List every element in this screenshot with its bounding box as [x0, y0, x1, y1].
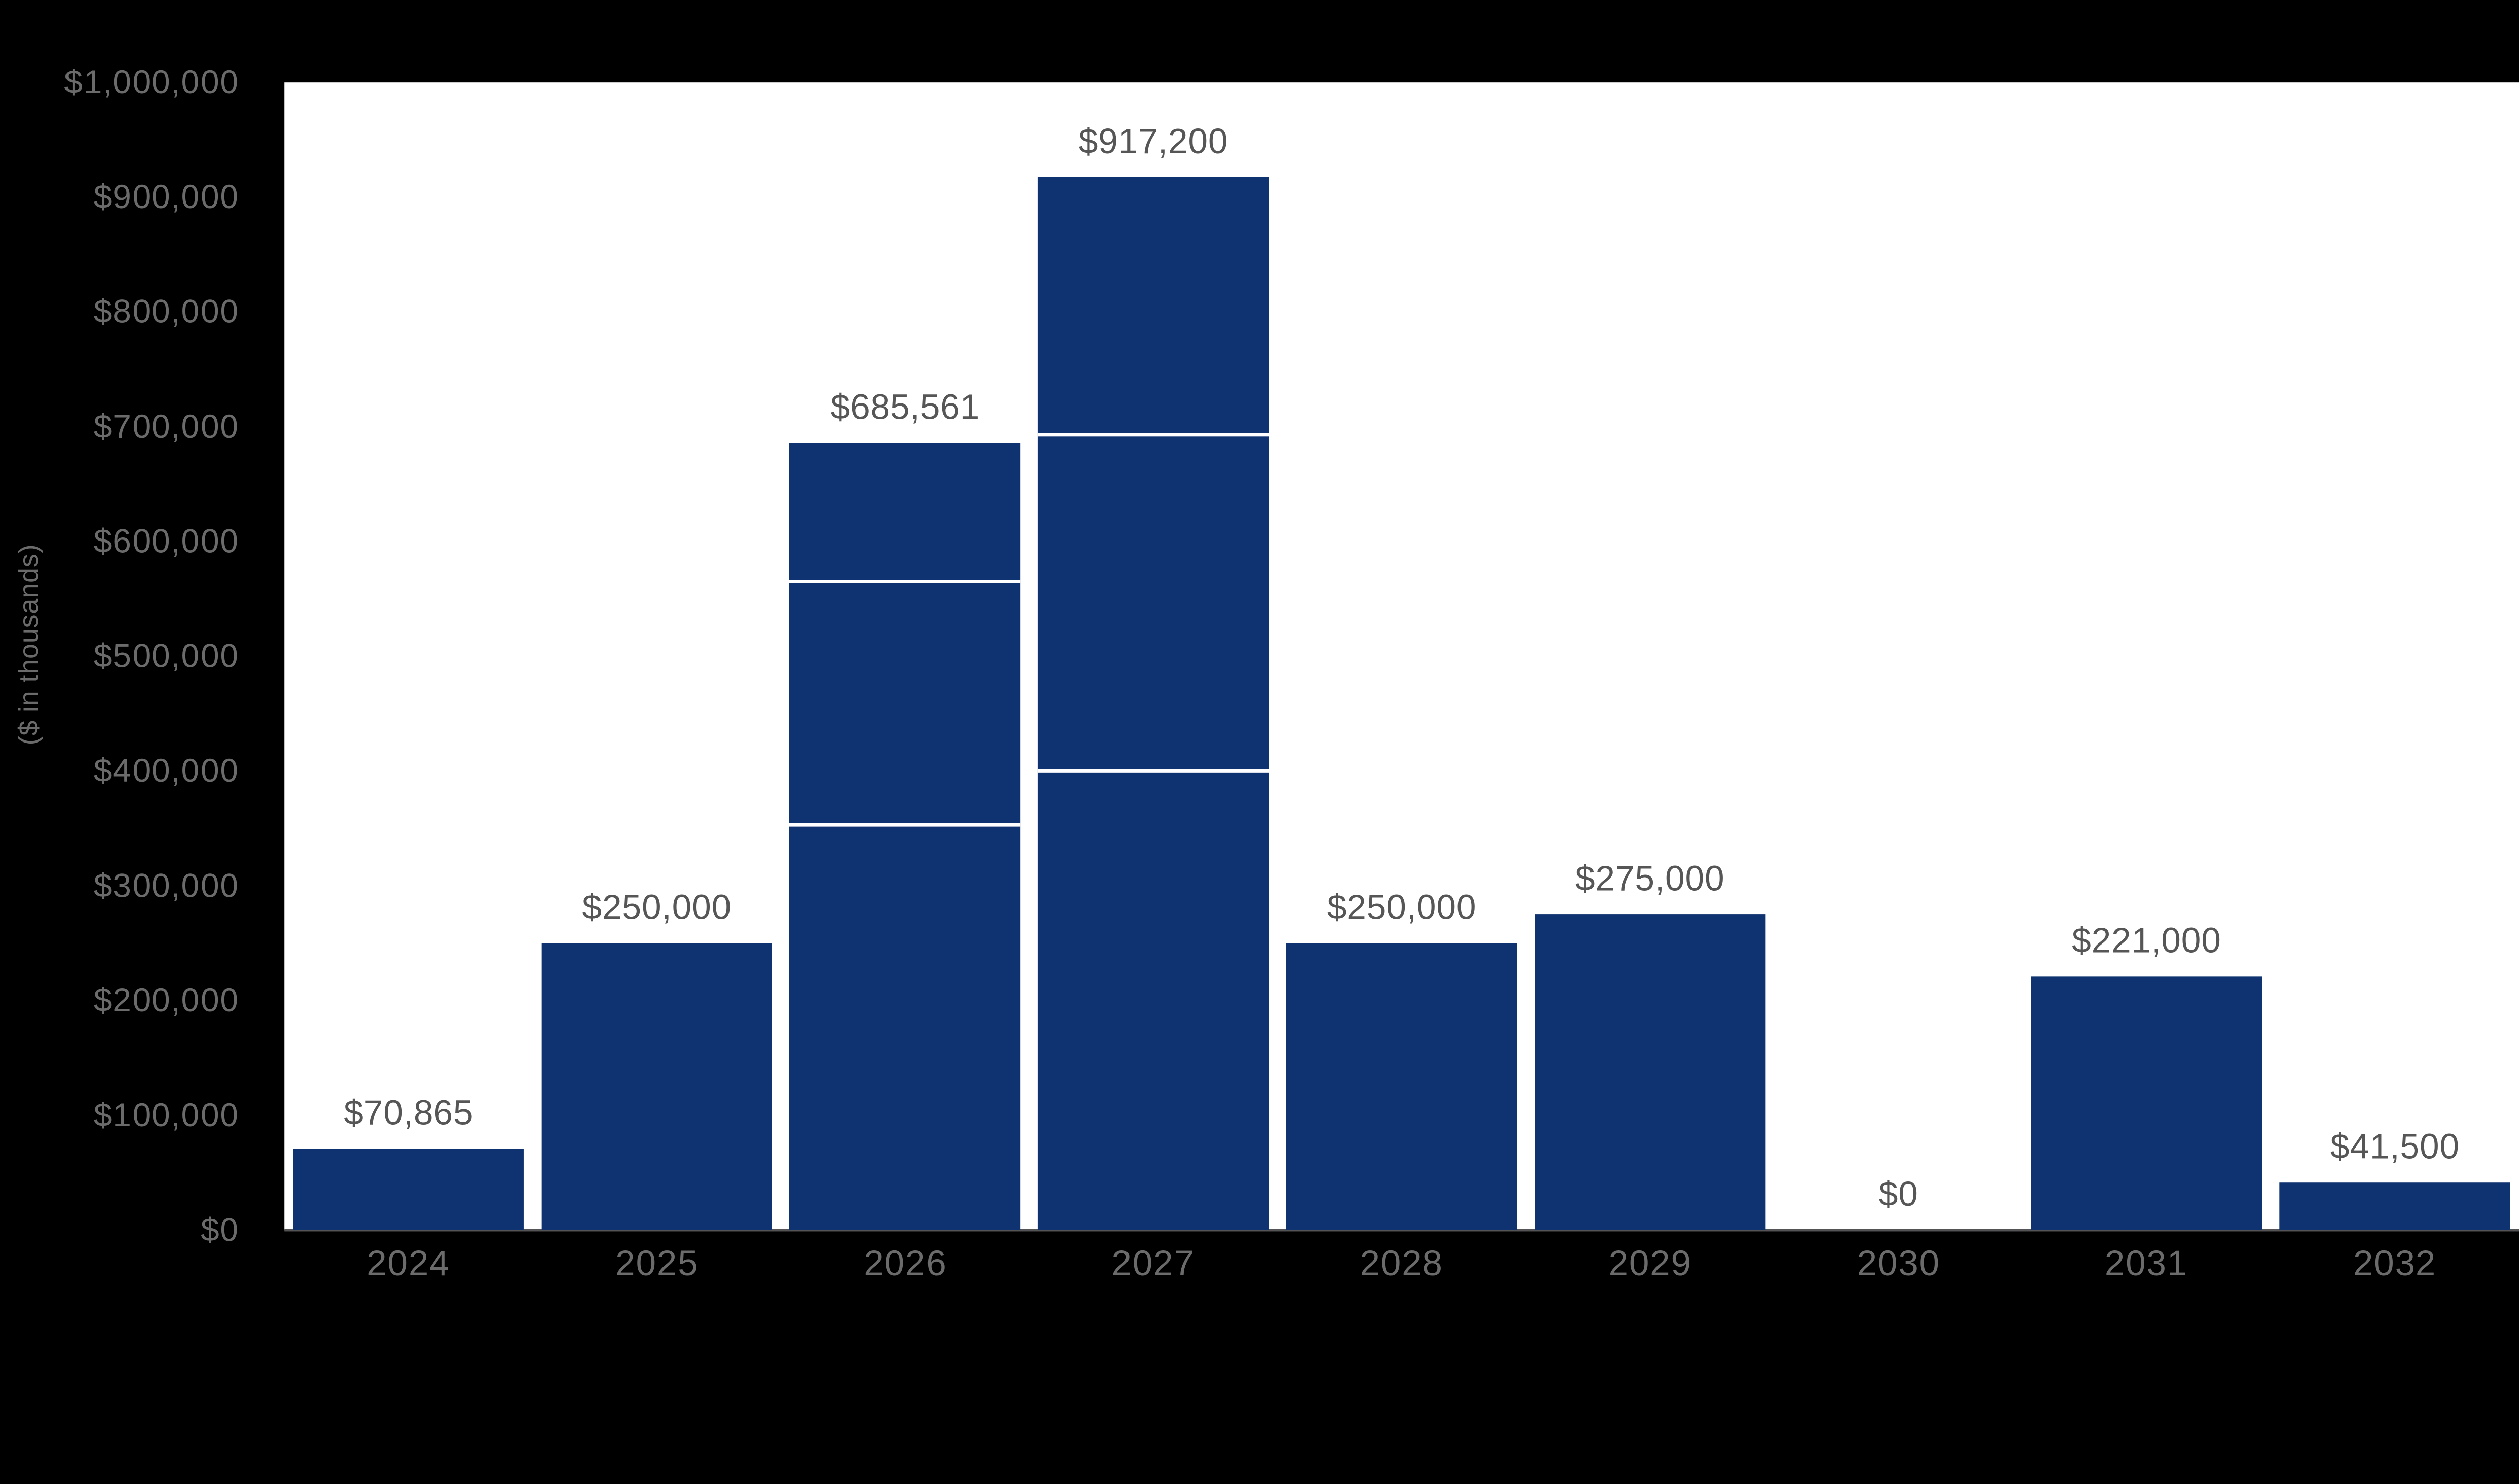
x-axis-label-2024: 2024: [367, 1243, 450, 1284]
x-axis-label-2026: 2026: [864, 1243, 947, 1284]
value-label-2028: $250,000: [1327, 888, 1477, 927]
segment-divider-2026: [789, 823, 1021, 827]
value-label-2025: $250,000: [582, 888, 732, 927]
y-tick-label: $0: [200, 1211, 239, 1249]
bar-2025: [541, 943, 772, 1230]
x-axis-label-2028: 2028: [1360, 1243, 1443, 1284]
value-label-2027: $917,200: [1078, 121, 1228, 161]
bar-2032: [2279, 1182, 2510, 1230]
bar-2024: [293, 1149, 524, 1230]
bar-2027: [1037, 177, 1269, 1230]
y-tick-label: $300,000: [93, 867, 239, 905]
x-axis-label-2025: 2025: [615, 1243, 699, 1284]
y-tick-label: $900,000: [93, 178, 239, 216]
segment-divider-2027: [1037, 769, 1269, 773]
y-tick-label: $500,000: [93, 637, 239, 675]
x-axis-label-2032: 2032: [2353, 1243, 2437, 1284]
bar-2031: [2031, 976, 2262, 1230]
segment-divider-2027: [1037, 433, 1269, 437]
value-label-2032: $41,500: [2330, 1126, 2460, 1166]
value-label-2031: $221,000: [2072, 921, 2221, 960]
segment-divider-2026: [789, 580, 1021, 583]
y-tick-label: $400,000: [93, 752, 239, 789]
chart-canvas: ($ in thousands) $1,000,000 $900,000 $800,…: [14, 63, 2519, 1284]
x-axis-label-2030: 2030: [1857, 1243, 1940, 1284]
y-tick-label: $800,000: [93, 293, 239, 330]
y-tick-label: $1,000,000: [64, 63, 239, 101]
x-axis-line: [284, 1229, 2519, 1232]
bar-2026: [789, 443, 1021, 1230]
bar-2028: [1286, 943, 1517, 1230]
value-label-2026: $685,561: [830, 387, 980, 427]
y-tick-label: $100,000: [93, 1097, 239, 1134]
x-axis-label-2031: 2031: [2104, 1243, 2189, 1284]
value-label-2029: $275,000: [1575, 858, 1725, 898]
y-tick-label: $700,000: [93, 408, 239, 445]
bar-2029: [1535, 914, 1766, 1230]
x-axis-label-2029: 2029: [1608, 1243, 1692, 1284]
value-label-2030: $0: [1878, 1174, 1918, 1213]
value-label-2024: $70,865: [344, 1093, 474, 1132]
y-tick-label: $600,000: [93, 522, 239, 560]
y-tick-label: $200,000: [93, 981, 239, 1019]
x-axis-label-2027: 2027: [1111, 1243, 1195, 1284]
